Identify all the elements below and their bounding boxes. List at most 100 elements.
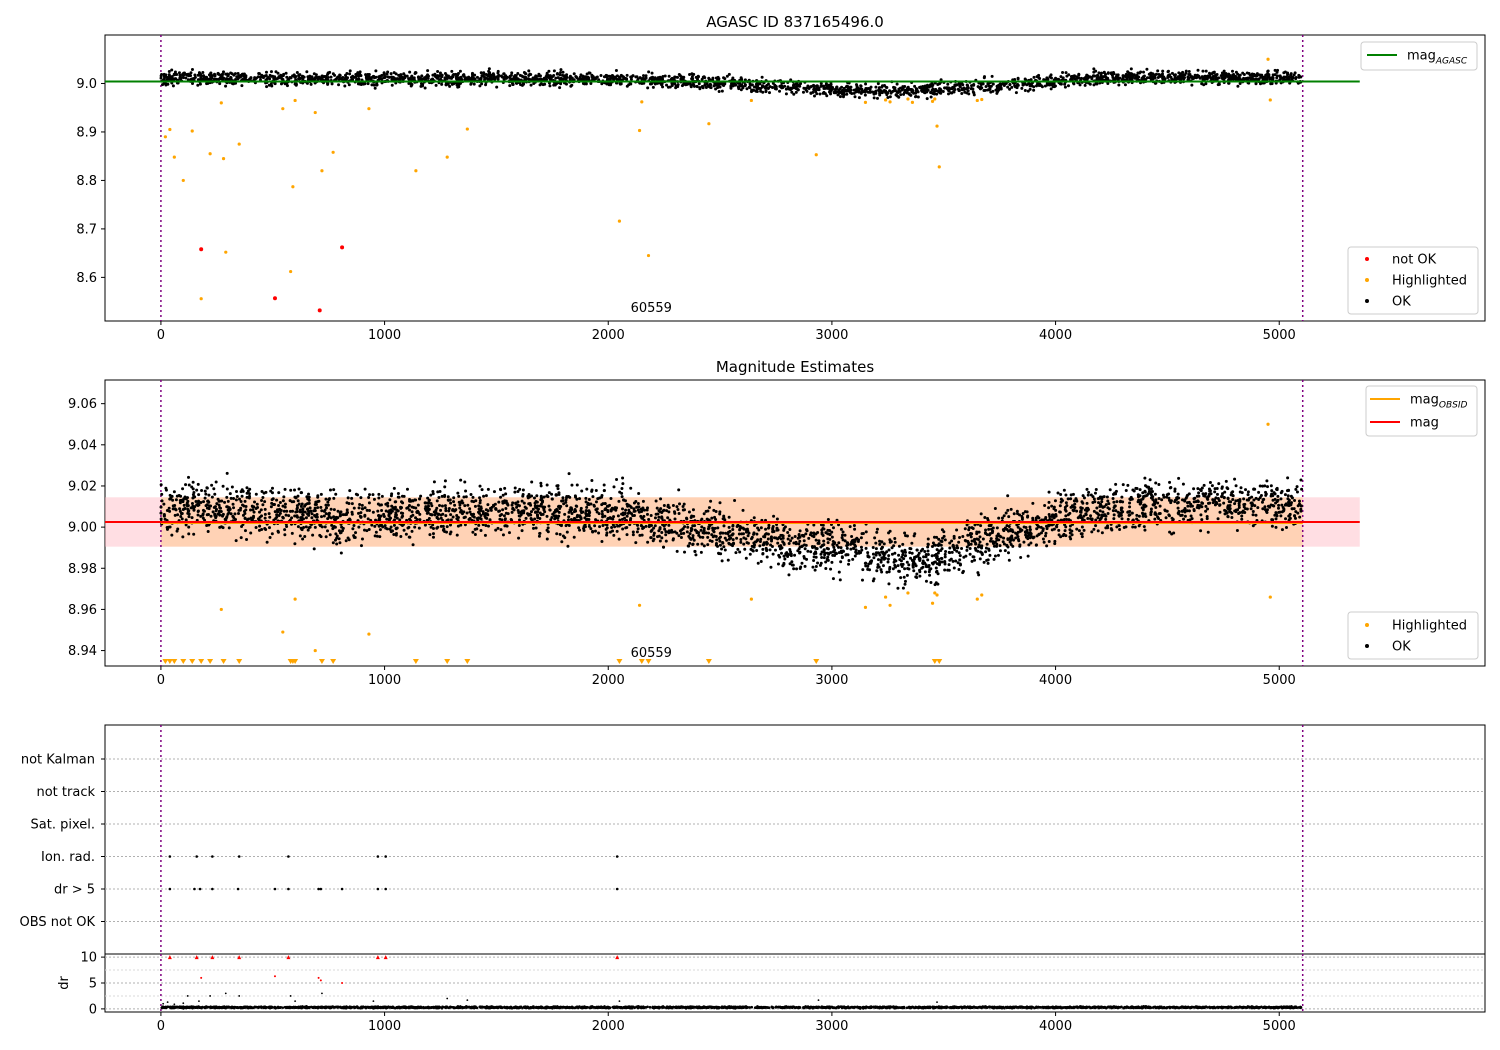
data-point-ok: [1153, 492, 1157, 496]
data-point-ok: [741, 508, 745, 512]
data-point-ok: [708, 85, 712, 89]
data-point-ok: [1053, 85, 1057, 89]
data-point-ok: [443, 72, 447, 76]
data-point-ok: [1000, 516, 1004, 520]
data-point-ok: [336, 509, 340, 513]
data-point-ok: [401, 511, 405, 515]
data-point-ok: [664, 533, 668, 537]
data-point-ok: [484, 73, 488, 77]
data-point-ok: [1172, 73, 1176, 77]
data-point-ok: [379, 514, 383, 518]
data-point-ok: [864, 82, 868, 86]
data-point-ok: [227, 526, 231, 530]
data-point-ok: [1032, 88, 1036, 92]
data-point-ok: [731, 76, 735, 80]
data-point-ok: [1054, 76, 1058, 80]
data-point-ok: [787, 534, 791, 538]
data-point-ok: [816, 541, 820, 545]
data-point-ok: [503, 486, 507, 490]
data-point-ok: [665, 83, 669, 87]
data-point-ok: [994, 88, 998, 92]
data-point-ok: [893, 86, 897, 90]
data-point-ok: [765, 555, 769, 559]
data-point-ok: [875, 569, 879, 573]
data-point-ok: [809, 550, 813, 554]
data-point-ok: [600, 509, 604, 513]
data-point-ok: [926, 558, 930, 562]
data-point-ok: [391, 529, 395, 533]
data-point-ok: [431, 535, 435, 539]
data-point-ok: [187, 515, 191, 519]
data-point-ok: [913, 95, 917, 99]
data-point-ok: [1058, 510, 1062, 514]
data-point-ok: [1008, 83, 1012, 87]
data-point-ok: [879, 568, 883, 572]
data-point-ok: [530, 480, 534, 484]
data-point-ok: [584, 77, 588, 81]
data-point-ok: [1064, 493, 1068, 497]
data-point-ok: [1192, 487, 1196, 491]
data-point-ok: [674, 75, 678, 79]
data-point-ok: [761, 90, 765, 94]
data-point-ok: [1197, 491, 1201, 495]
data-point-ok: [727, 525, 731, 529]
data-point-ok: [162, 76, 166, 80]
data-point-ok: [382, 512, 386, 516]
data-point-ok: [1090, 530, 1094, 534]
data-point-ok: [1029, 83, 1033, 87]
data-point-ok: [271, 503, 275, 507]
data-point-ok: [304, 516, 308, 520]
data-point-ok: [364, 73, 368, 77]
data-point-ok: [720, 89, 724, 93]
data-point-ok: [847, 562, 851, 566]
data-point-ok: [1117, 524, 1121, 528]
data-point-ok: [495, 85, 499, 89]
data-point-ok: [316, 506, 320, 510]
data-point-ok: [255, 502, 259, 506]
data-point-ok: [846, 553, 850, 557]
data-point-highlighted: [975, 98, 979, 103]
data-point-ok: [373, 524, 377, 528]
data-point-ok: [382, 76, 386, 80]
data-point-ok: [1104, 72, 1108, 76]
chart-title: AGASC ID 837165496.0: [706, 13, 884, 31]
data-point-ok: [414, 71, 418, 75]
data-point-ok: [522, 82, 526, 86]
data-point-ok: [817, 539, 821, 543]
data-point-ok: [748, 552, 752, 556]
data-point-ok: [836, 93, 840, 97]
data-point-ok: [478, 84, 482, 88]
data-point-ok: [661, 545, 665, 549]
data-point-ok: [289, 488, 293, 492]
data-point-ok: [360, 503, 364, 507]
data-point-ok: [1236, 72, 1240, 76]
data-point-highlighted: [888, 100, 892, 104]
y-tick-label: 8.94: [68, 644, 97, 659]
data-point-ok: [839, 527, 843, 531]
data-point-ok: [709, 499, 713, 503]
data-point-ok: [382, 71, 386, 75]
data-point-ok: [573, 494, 577, 498]
data-point-ok: [599, 74, 603, 78]
data-point-ok: [558, 73, 562, 77]
data-point-ok: [595, 75, 599, 79]
data-point-ok: [254, 526, 258, 530]
data-point-ok: [685, 517, 689, 521]
data-point-ok: [818, 563, 822, 567]
data-point-ok: [440, 82, 444, 86]
data-point-ok: [424, 77, 428, 81]
data-point-ok: [879, 560, 883, 564]
data-point-ok: [327, 511, 331, 515]
chart-title: Magnitude Estimates: [716, 358, 874, 376]
data-point-ok: [178, 76, 182, 80]
data-point-ok: [1014, 531, 1018, 535]
data-point-ok: [563, 512, 567, 516]
data-point-ok: [1019, 556, 1023, 560]
data-point-ok: [741, 532, 745, 536]
data-point-ok: [159, 483, 163, 487]
data-point-ok: [253, 500, 257, 504]
data-point-ok: [675, 505, 679, 509]
data-point-ok: [1149, 74, 1153, 78]
data-point-ok: [245, 537, 249, 541]
data-point-ok: [804, 528, 808, 532]
